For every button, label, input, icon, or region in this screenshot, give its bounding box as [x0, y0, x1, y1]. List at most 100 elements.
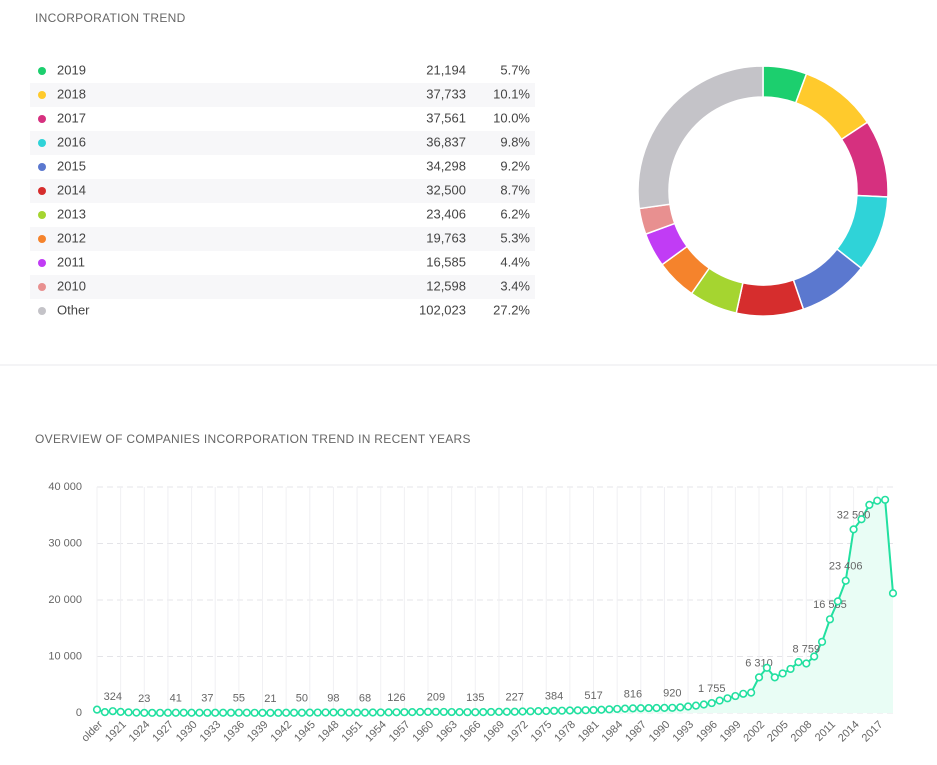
donut-slice [735, 278, 805, 317]
point [352, 708, 362, 717]
legend-label: Other [57, 302, 90, 317]
share-label: 10.1% [493, 86, 530, 101]
point [439, 707, 448, 717]
point [392, 708, 401, 717]
share-label: 10.0% [493, 110, 530, 125]
point [234, 708, 243, 717]
point [376, 708, 385, 717]
x-tick-label: 1954 [363, 719, 389, 745]
data-label: 50 [296, 693, 308, 705]
point [116, 707, 125, 716]
point [163, 708, 173, 717]
point [778, 669, 787, 678]
point [873, 496, 882, 505]
count-label: 16,585 [426, 254, 466, 269]
x-tick-label: 1972 [505, 719, 531, 745]
share-label: 6.2% [500, 206, 530, 221]
point [132, 708, 141, 717]
y-tick-label: 40 000 [48, 481, 82, 493]
point [668, 703, 677, 712]
x-tick-label: 1981 [576, 719, 602, 745]
data-label: 135 [466, 692, 484, 704]
point [865, 500, 874, 509]
point [345, 708, 354, 717]
point [550, 706, 559, 715]
x-tick-label: 2008 [789, 719, 815, 745]
point [329, 708, 338, 717]
x-tick-label: 1927 [150, 719, 176, 745]
legend-label: 2019 [57, 62, 86, 77]
y-tick-label: 30 000 [48, 537, 82, 549]
x-tick-label: 1945 [292, 719, 318, 745]
x-tick-label: 1996 [694, 719, 720, 745]
point [723, 694, 732, 703]
point [124, 708, 133, 717]
point [195, 708, 204, 717]
data-label: 209 [427, 692, 445, 704]
legend-swatch [38, 259, 46, 267]
point [707, 698, 716, 708]
legend-label: 2018 [57, 86, 86, 101]
legend-swatch [38, 187, 46, 195]
point [683, 702, 693, 711]
point [258, 708, 267, 717]
point [770, 673, 779, 682]
data-label: 517 [584, 690, 602, 702]
point [360, 708, 370, 717]
x-tick-label: 2002 [741, 719, 767, 745]
legend-swatch [38, 163, 46, 171]
point [242, 708, 251, 717]
point [833, 597, 842, 606]
point [400, 708, 409, 717]
legend-swatch [38, 211, 46, 219]
count-label: 23,406 [426, 206, 466, 221]
x-tick-label: 1999 [718, 719, 744, 745]
point [431, 707, 440, 716]
x-tick-label: 2005 [765, 719, 791, 745]
x-tick-label: 2017 [860, 719, 886, 745]
legend-label: 2010 [57, 278, 86, 293]
legend-swatch [38, 115, 46, 123]
data-label: 23 406 [829, 561, 863, 573]
row-stripe [30, 179, 535, 203]
point [581, 706, 590, 715]
x-tick-label: 1978 [552, 719, 578, 745]
data-label: 384 [545, 691, 563, 703]
point [565, 706, 574, 715]
point [218, 708, 228, 717]
point [179, 708, 188, 717]
count-label: 32,500 [426, 182, 466, 197]
point [731, 691, 740, 701]
y-tick-label: 0 [76, 707, 82, 719]
point [423, 707, 433, 716]
point [747, 688, 756, 697]
share-label: 3.4% [500, 278, 530, 293]
point [825, 615, 835, 624]
point [455, 708, 464, 717]
legend-label: 2016 [57, 134, 86, 149]
x-tick-label: older [79, 718, 105, 744]
x-tick-label: 1948 [316, 719, 342, 745]
x-tick-label: 1936 [221, 719, 247, 745]
point [211, 708, 220, 717]
data-label: 126 [387, 692, 405, 704]
count-label: 34,298 [426, 158, 466, 173]
point [715, 696, 724, 705]
donut-slice [637, 65, 764, 210]
point [463, 708, 472, 717]
point [613, 704, 622, 714]
data-label: 41 [170, 693, 182, 705]
point [573, 706, 582, 715]
point [171, 708, 180, 717]
point [857, 515, 866, 524]
x-tick-label: 1990 [647, 719, 673, 745]
share-label: 5.7% [500, 62, 530, 77]
x-tick-label: 1984 [600, 719, 626, 745]
x-tick-label: 1966 [458, 719, 484, 745]
point [187, 708, 196, 717]
area [97, 499, 893, 713]
data-label: 816 [624, 688, 642, 700]
data-label: 55 [233, 693, 245, 705]
legend-label: 2017 [57, 110, 86, 125]
count-label: 21,194 [426, 62, 466, 77]
